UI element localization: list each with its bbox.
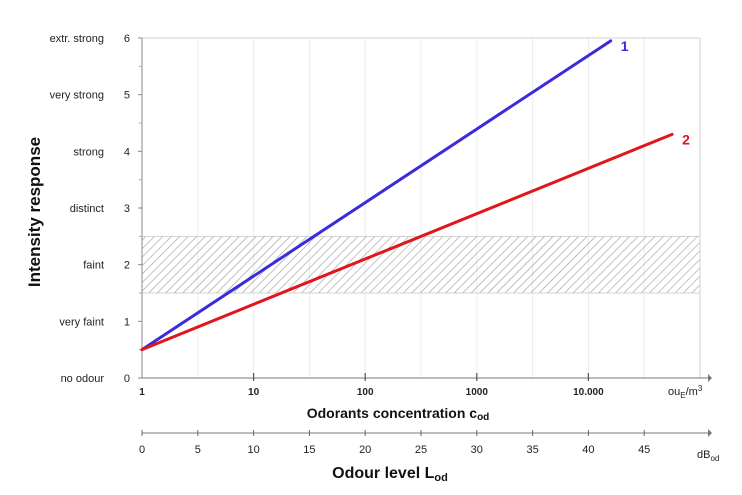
- series-lines: 12: [140, 38, 690, 352]
- intensity-category-label: faint: [83, 260, 104, 272]
- odour-level-tick-label: 45: [638, 444, 650, 456]
- odour-level-tick-label: 30: [471, 444, 483, 456]
- odour-level-tick-label: 15: [303, 444, 315, 456]
- y-tick-label: 1: [124, 316, 130, 328]
- y-tick-label: 2: [124, 260, 130, 272]
- y-tick-label: 4: [124, 146, 130, 158]
- concentration-tick-label: 10: [248, 387, 260, 398]
- intensity-category-labels: no odour very faint faint distinct strong ver…: [50, 33, 105, 385]
- series-label-2: 2: [682, 131, 690, 147]
- concentration-tick-label: 1000: [466, 387, 489, 398]
- y-axis-ticks: 0 1 2 3 4 5 6: [124, 33, 142, 385]
- y-tick-label: 5: [124, 90, 130, 102]
- odour-level-tick-label: 5: [195, 444, 201, 456]
- odour-level-axis-title: Odour level Lod: [332, 465, 448, 484]
- odour-level-tick-label: 10: [247, 444, 259, 456]
- intensity-category-label: distinct: [70, 203, 104, 215]
- concentration-tick-label: 10.000: [573, 387, 604, 398]
- odour-level-unit: dBod: [697, 449, 719, 463]
- intensity-category-label: extr. strong: [50, 33, 104, 45]
- concentration-axis-arrow: [708, 374, 712, 382]
- intensity-category-label: very strong: [50, 90, 104, 102]
- concentration-axis-title: Odorants concentration cod: [307, 405, 490, 423]
- y-tick-label: 3: [124, 203, 130, 215]
- series-line-2: [140, 132, 674, 352]
- concentration-axis: 1 10 100 1000 10.000: [139, 373, 712, 398]
- grid-lines: [197, 38, 645, 378]
- concentration-tick-label: 100: [357, 387, 374, 398]
- intensity-category-label: no odour: [61, 373, 105, 385]
- y-tick-label: 0: [124, 373, 130, 385]
- series-label-1: 1: [621, 38, 629, 54]
- y-tick-label: 6: [124, 33, 130, 45]
- odour-level-tick-label: 35: [526, 444, 538, 456]
- faint-intensity-band: [141, 235, 701, 294]
- odour-level-tick-label: 25: [415, 444, 427, 456]
- intensity-category-label: very faint: [59, 316, 104, 328]
- y-axis-title: Intensity response: [25, 137, 44, 287]
- odour-level-tick-label: 0: [139, 444, 145, 456]
- odour-level-tick-label: 40: [582, 444, 594, 456]
- odour-level-axis: 0 5 10 15 20 25 30 35 40 45: [139, 429, 712, 456]
- concentration-tick-label: 1: [139, 387, 145, 398]
- odour-level-axis-arrow: [708, 429, 712, 437]
- odour-level-tick-label: 20: [359, 444, 371, 456]
- series-line-1: [140, 39, 613, 352]
- concentration-unit: ouE/m3: [668, 384, 703, 400]
- intensity-category-label: strong: [73, 146, 104, 158]
